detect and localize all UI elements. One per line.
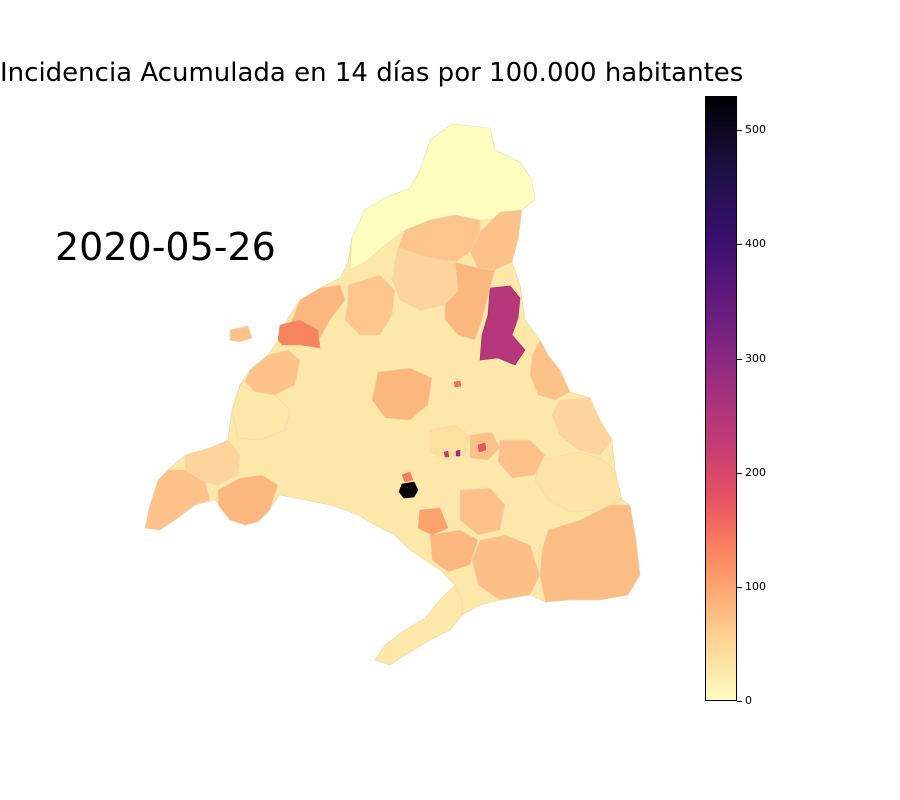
metro-hotspot-red	[477, 442, 487, 453]
extreme-incidence-municipality	[398, 481, 419, 499]
date-label: 2020-05-26	[55, 225, 276, 269]
south-zone-1	[459, 487, 506, 536]
colorbar-tick-label: 100	[745, 579, 766, 593]
colorbar-tick-mark	[737, 472, 742, 474]
colorbar-tick-label: 400	[745, 237, 766, 251]
south-zone-2	[429, 529, 479, 573]
colorbar-tick-label: 0	[745, 694, 752, 707]
colorbar-tick-label: 500	[745, 123, 766, 137]
colorbar-tick-mark	[737, 586, 742, 588]
south-zone-3	[471, 534, 541, 601]
colorbar-tick-label: 300	[745, 351, 766, 365]
colorbar-tick-mark	[737, 701, 742, 702]
north-central-orange	[444, 261, 496, 341]
isolated-west-piece	[229, 325, 253, 343]
east-zone-1	[529, 339, 571, 401]
west-zone-2	[231, 384, 291, 441]
metro-hotspot-purple	[455, 449, 461, 457]
east-zone-2	[551, 397, 613, 456]
metro-hotspot-pink	[443, 450, 450, 458]
metro-orange-near-black	[401, 471, 414, 483]
high-incidence-municipality	[479, 285, 526, 366]
southwest-zone-1	[144, 469, 211, 531]
southwest-zone-2	[217, 474, 279, 526]
colorbar-tick-mark	[737, 244, 742, 246]
central-orange-zone	[371, 367, 433, 421]
map-title: Incidencia Acumulada en 14 días por 100.…	[0, 58, 744, 88]
south-tail	[374, 584, 463, 666]
east-zone-4	[497, 439, 546, 479]
west-zone-1	[244, 349, 301, 396]
colorbar-tick-mark	[737, 130, 742, 132]
south-zone-orange	[417, 507, 449, 536]
southwest-zone-3	[184, 439, 241, 486]
colorbar: 0 100 200 300 400 500	[705, 96, 766, 707]
colorbar-tick-mark	[737, 358, 742, 360]
northwest-zone-red	[277, 319, 321, 349]
northwest-zone-2	[344, 274, 396, 336]
north-central-zone	[391, 247, 459, 311]
colorbar-gradient	[705, 96, 737, 701]
north-hotspot	[453, 380, 462, 388]
colorbar-tick-label: 200	[745, 465, 766, 479]
